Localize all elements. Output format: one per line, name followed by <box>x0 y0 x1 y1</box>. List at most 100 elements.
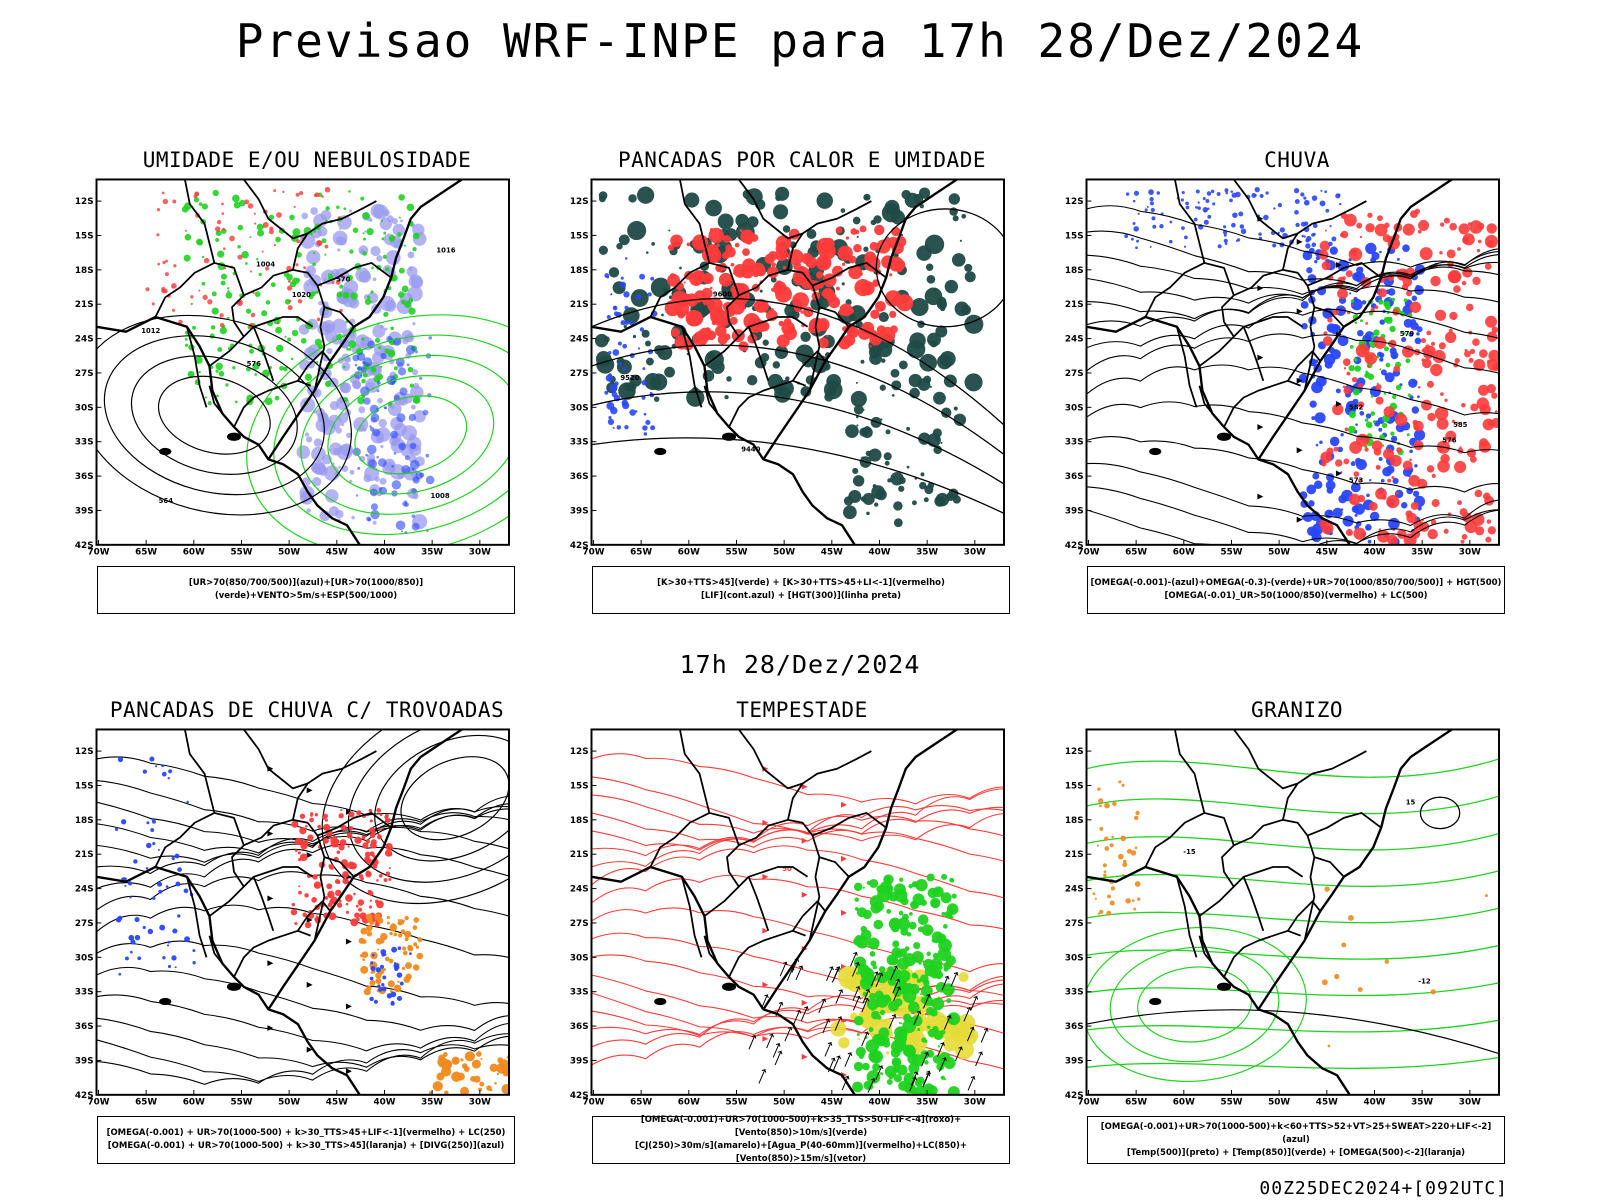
field-cell <box>198 289 201 292</box>
field-cell <box>1479 403 1491 416</box>
field-cell <box>324 244 329 249</box>
field-cell <box>194 356 203 364</box>
field-cell <box>291 902 296 907</box>
field-cell <box>129 950 133 954</box>
field-cell <box>876 325 886 335</box>
field-cell <box>415 945 420 949</box>
field-cell <box>1383 372 1387 376</box>
legend-line: [OMEGA(-0.001) + UR>70(1000-500) + k>30_… <box>107 1141 505 1151</box>
field-cell <box>1300 221 1306 227</box>
field-cell <box>1417 386 1421 389</box>
lat-tick-label: 30S <box>75 403 94 413</box>
field-cell <box>342 874 346 877</box>
field-cell <box>1321 979 1328 986</box>
lon-tick-label: 70W <box>87 1098 109 1108</box>
lat-tick-label: 36S <box>570 1022 589 1032</box>
field-cell <box>1104 802 1110 809</box>
field-cell <box>1332 403 1344 416</box>
field-cell <box>1349 292 1352 295</box>
field-cell <box>1202 196 1206 201</box>
field-cell <box>908 983 920 995</box>
field-cell <box>1134 846 1138 850</box>
field-cell <box>301 212 309 220</box>
field-cell <box>1365 321 1368 325</box>
field-cell <box>369 996 374 1002</box>
field-cell <box>413 410 426 423</box>
field-cell <box>288 299 292 303</box>
field-cell <box>413 396 421 404</box>
field-cell <box>404 300 412 309</box>
field-cell <box>911 950 924 963</box>
country-border <box>808 326 821 391</box>
contour-line <box>327 375 495 495</box>
field-cell <box>899 877 904 882</box>
field-cell <box>620 320 626 326</box>
field-cell <box>225 291 233 299</box>
field-cell <box>951 893 957 899</box>
country-border <box>208 866 314 917</box>
field-cell <box>273 189 277 193</box>
field-cell <box>250 270 253 273</box>
field-cell <box>445 1060 453 1068</box>
field-cell <box>1342 515 1354 527</box>
field-cell <box>669 273 676 279</box>
field-cell <box>1371 251 1380 260</box>
field-cell <box>302 912 308 918</box>
field-cell <box>1409 458 1412 462</box>
field-cell <box>1390 435 1398 442</box>
field-cell <box>128 934 135 941</box>
field-cell <box>926 873 935 882</box>
field-cell <box>1402 244 1410 253</box>
field-cell <box>902 1044 916 1058</box>
field-cell <box>1295 222 1300 228</box>
field-cell <box>889 920 892 924</box>
field-cell <box>372 428 381 437</box>
field-cell <box>374 337 381 343</box>
field-cell <box>391 480 402 490</box>
field-cell <box>142 925 146 930</box>
field-cell <box>324 896 329 900</box>
field-cell <box>366 444 377 455</box>
field-cell <box>1365 242 1377 255</box>
field-cell <box>1466 448 1477 458</box>
field-cell <box>399 387 408 396</box>
field-cell <box>364 851 371 858</box>
field-cell <box>147 928 154 935</box>
field-cell <box>1414 425 1420 431</box>
wind-vector <box>941 975 950 991</box>
field-cell <box>1210 189 1215 194</box>
panel-legend: [UR>70(850/700/500)](azul)+[UR>70(1000/8… <box>97 566 515 614</box>
streamline-arrow <box>267 960 274 967</box>
field-cell <box>1344 213 1357 227</box>
field-cell <box>635 294 642 300</box>
field-cell <box>1434 406 1449 421</box>
field-cell <box>217 250 225 258</box>
lon-tick-label: 60W <box>1173 1098 1195 1108</box>
field-cell <box>841 282 845 286</box>
wind-vector <box>875 1065 884 1080</box>
contour-label: 1016 <box>436 247 455 255</box>
streamline-arrow <box>801 783 808 790</box>
field-cell <box>1322 336 1333 346</box>
streamline-arrow <box>762 873 769 880</box>
field-cell <box>1401 337 1407 343</box>
field-cell <box>237 244 241 249</box>
field-cell <box>1469 220 1483 234</box>
field-cell <box>425 453 430 458</box>
field-cell <box>941 407 952 418</box>
field-cell <box>892 298 899 305</box>
field-cell <box>1485 315 1498 328</box>
field-cell <box>332 447 340 455</box>
coastline <box>591 315 856 545</box>
country-border <box>1307 812 1382 837</box>
contour-line <box>1086 795 1499 815</box>
field-cell <box>856 971 859 975</box>
streamline-arrow <box>306 1046 313 1053</box>
contour-line <box>103 335 325 496</box>
lon-tick-label: 60W <box>183 548 205 558</box>
field-cell <box>884 460 890 466</box>
field-cell <box>939 965 943 970</box>
field-cell <box>152 842 156 846</box>
field-cell <box>1373 336 1387 349</box>
field-cell <box>1216 192 1221 196</box>
